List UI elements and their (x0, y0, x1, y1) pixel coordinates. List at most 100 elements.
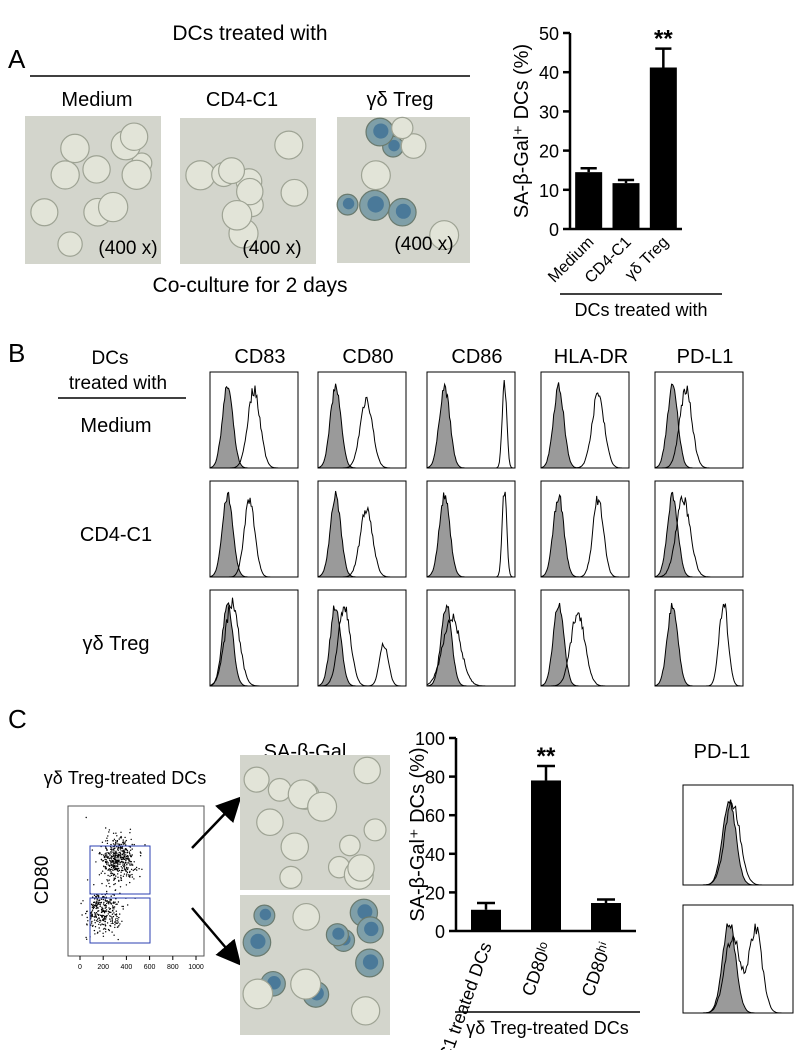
event (103, 854, 105, 856)
y-tick-label: 20 (425, 883, 445, 903)
event (112, 859, 114, 862)
event (107, 910, 110, 912)
event (107, 864, 110, 866)
event (139, 875, 141, 878)
event (92, 906, 94, 909)
event (102, 935, 105, 937)
event (86, 938, 88, 940)
flow-x-tick-label: 400 (121, 964, 133, 971)
event (105, 885, 108, 887)
cell (290, 968, 322, 1000)
event (97, 910, 99, 912)
event (114, 843, 117, 845)
event (106, 902, 108, 905)
event (115, 913, 118, 915)
event (128, 858, 130, 860)
stain-histogram (210, 385, 298, 469)
isotype-histogram (540, 382, 629, 469)
cell (121, 159, 152, 190)
y-tick-label: 40 (425, 845, 445, 865)
event (122, 850, 124, 853)
event (117, 860, 120, 863)
flow-x-tick-label: 800 (167, 964, 179, 971)
cell-stain (364, 921, 379, 937)
cell (360, 160, 391, 191)
event (129, 832, 131, 834)
event (102, 928, 105, 930)
event (105, 852, 107, 854)
event (121, 867, 124, 869)
event (121, 920, 123, 922)
event (96, 932, 99, 934)
event (129, 864, 131, 866)
event (135, 866, 138, 869)
event (115, 903, 117, 905)
event (110, 902, 112, 904)
event (101, 923, 103, 925)
event (98, 927, 100, 929)
event (126, 862, 128, 864)
y-tick-label: 0 (549, 220, 559, 240)
event (104, 910, 107, 912)
event (107, 856, 110, 858)
event (133, 861, 135, 863)
event (116, 865, 119, 868)
event (125, 875, 128, 877)
cell (242, 978, 274, 1010)
event (131, 848, 133, 850)
event (112, 848, 115, 850)
event (93, 919, 96, 921)
event (113, 902, 115, 904)
event (107, 852, 109, 854)
event (112, 861, 114, 863)
event (126, 864, 128, 866)
event (86, 879, 89, 881)
event (131, 873, 133, 876)
event (103, 865, 105, 868)
event (109, 901, 111, 903)
caption: Co-culture for 2 days (153, 274, 348, 297)
event (110, 866, 113, 869)
event (85, 936, 87, 939)
event (90, 911, 92, 914)
cell (236, 177, 264, 206)
event (102, 923, 105, 926)
event (94, 913, 97, 915)
event (124, 848, 127, 850)
event (100, 898, 103, 900)
cell (267, 777, 292, 802)
event (116, 903, 118, 905)
event (108, 831, 110, 833)
event (113, 865, 116, 867)
event (122, 856, 125, 858)
cell (274, 130, 304, 160)
event (96, 895, 98, 897)
magnification: (400 x) (98, 238, 157, 259)
event (111, 909, 114, 912)
event (124, 861, 127, 864)
event (115, 910, 118, 912)
event (112, 901, 115, 903)
event (93, 901, 95, 904)
event (104, 920, 106, 923)
event (113, 878, 116, 880)
header: DCs treated with (172, 22, 327, 45)
event (103, 917, 106, 919)
cell (391, 116, 414, 140)
significance: ** (654, 26, 673, 53)
event (114, 883, 116, 885)
event (125, 859, 127, 861)
event (105, 847, 107, 849)
event (123, 873, 126, 875)
event (85, 816, 87, 819)
event (131, 876, 134, 878)
event (139, 855, 142, 857)
event (90, 916, 92, 918)
cell-stain (250, 933, 266, 949)
y-tick-label: 30 (539, 102, 559, 122)
event (95, 916, 98, 918)
event (128, 851, 130, 853)
event (113, 874, 115, 877)
event (111, 847, 113, 849)
event (133, 868, 136, 871)
